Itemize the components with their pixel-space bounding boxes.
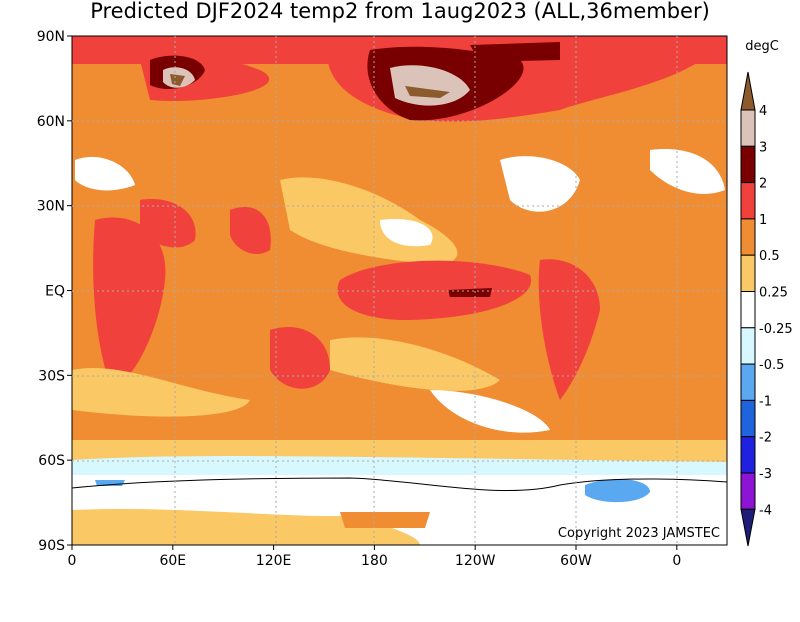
lon-label: 60W [560,553,592,569]
colorbar-label: 2 [759,177,767,192]
colorbar-label: -0.5 [759,358,784,373]
lat-label: 90S [38,538,65,554]
title: Predicted DJF2024 temp2 from 1aug2023 (A… [90,0,710,23]
colorbar-label: 4 [759,104,767,119]
colorbar-segment [740,472,756,510]
colorbar-segment [740,145,756,184]
copyright: Copyright 2023 JAMSTEC [558,526,720,541]
lon-label: 60E [159,553,186,569]
lon-label: 180 [361,553,388,569]
colorbar-label: 0.25 [759,286,788,301]
lat-label: 60N [37,114,65,130]
colorbar-unit: degC [745,39,779,54]
colorbar-label: -0.25 [759,322,793,337]
colorbar-segment [740,363,756,401]
lat-label: EQ [45,284,65,300]
colorbar-label: -3 [759,467,772,482]
colorbar-label: -2 [759,431,772,446]
lat-label: 30S [38,368,65,384]
colorbar-segment [740,399,756,438]
colorbar-segment [740,254,756,292]
colorbar-label: -4 [759,503,772,518]
colorbar-segment [740,109,756,147]
colorbar-segment [740,327,756,365]
colorbar-segment [740,508,756,547]
colorbar-segment [740,218,756,256]
colorbar-label: 0.5 [759,249,780,264]
colorbar: 4 3 2 1 0.5 0.25 -0.25 -0.5 -1 -2 -3 -4 [740,71,793,547]
lat-label: 30N [37,199,65,215]
graticule [72,36,727,545]
colorbar-segment [740,291,756,329]
lon-label: 120W [455,553,496,569]
colorbar-label: -1 [759,394,772,409]
lon-label: 0 [68,553,77,569]
lon-label: 0 [672,553,681,569]
colorbar-label: 1 [759,213,767,228]
lat-label: 60S [38,453,65,469]
colorbar-segment [740,182,756,220]
colorbar-label: 3 [759,140,767,155]
lon-label: 120E [256,553,292,569]
colorbar-segment [740,436,756,474]
lat-label: 90N [37,29,65,45]
